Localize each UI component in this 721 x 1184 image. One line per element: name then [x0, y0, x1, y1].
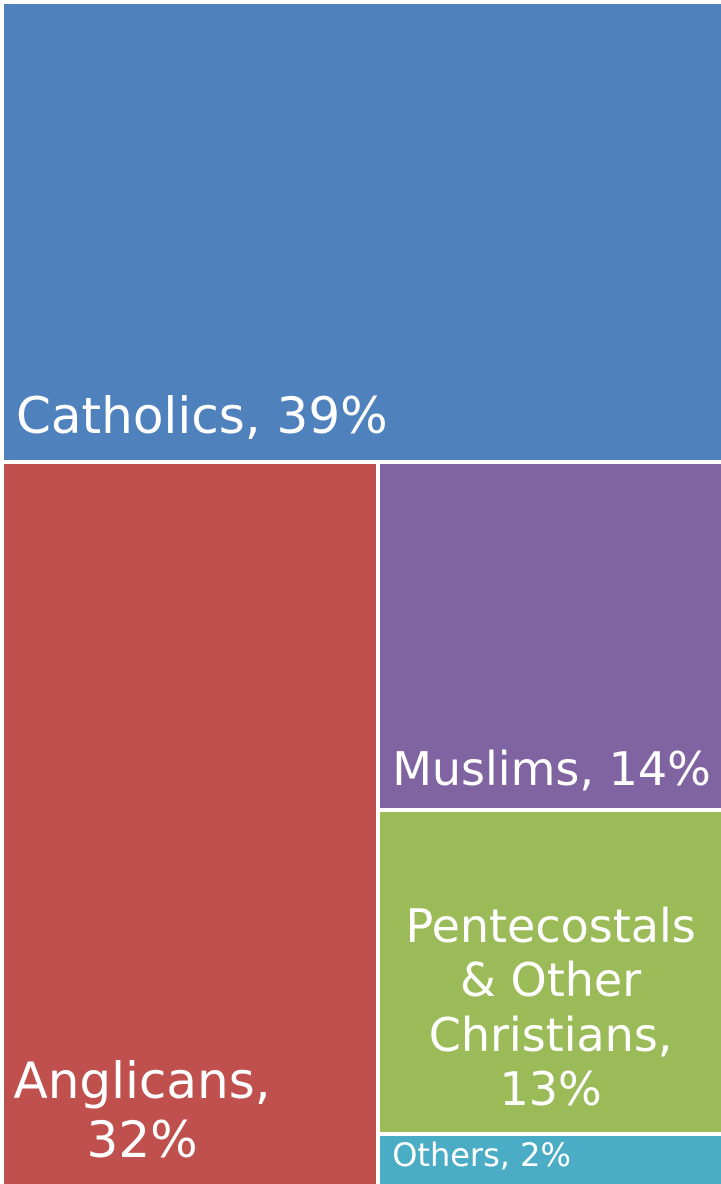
- label-others: Others, 2%: [392, 1136, 571, 1175]
- tile-catholics: Catholics, 39%: [4, 4, 721, 460]
- tile-anglicans: Anglicans, 32%: [4, 463, 377, 1184]
- label-pentecostals-other-christians: Pentecostals & Other Christians, 13%: [405, 899, 696, 1116]
- label-anglicans: Anglicans, 32%: [13, 1051, 271, 1169]
- tile-muslims: Muslims, 14%: [380, 463, 721, 809]
- label-muslims: Muslims, 14%: [392, 742, 711, 797]
- label-catholics: Catholics, 39%: [16, 386, 388, 445]
- tile-others: Others, 2%: [380, 1136, 721, 1184]
- tile-pentecostals-other-christians: Pentecostals & Other Christians, 13%: [380, 812, 721, 1133]
